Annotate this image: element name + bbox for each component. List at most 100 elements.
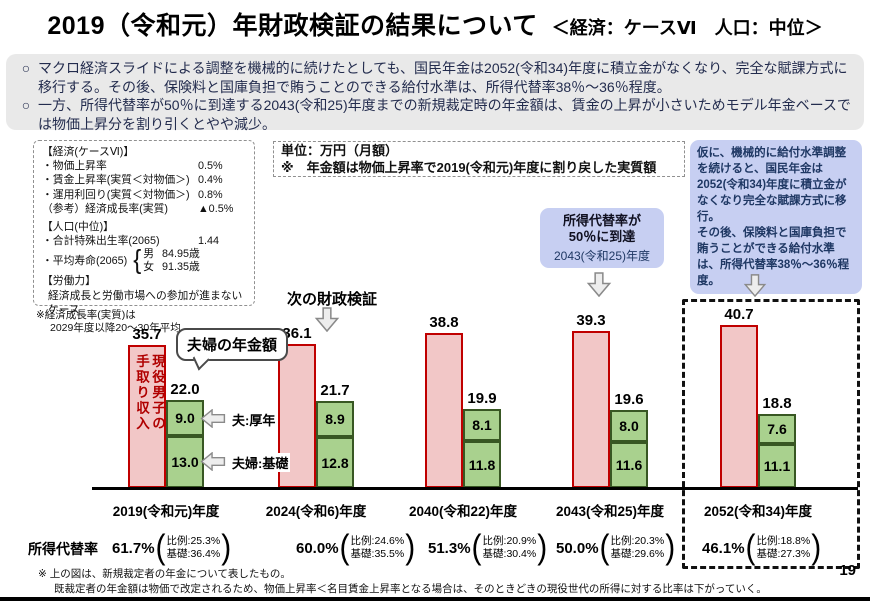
bottom-divider	[0, 597, 870, 601]
wage-text-line1: 現役男子の	[150, 354, 165, 432]
assumption-footnote-line2: 2029年度以降20～30年平均	[50, 322, 181, 334]
rate-detail-line: 比例:20.3%	[610, 534, 665, 547]
rate-details: 比例:20.9% 基礎:30.4%	[483, 535, 537, 562]
wage-bar	[128, 345, 166, 488]
male-value: 84.95歳	[162, 248, 200, 261]
female-label: 女	[143, 261, 155, 274]
kiso-value: 12.8	[321, 454, 349, 471]
unit-box: 単位：万円（月額） ※ 年金額は物価上昇率で2019(令和元)年度に割り戻した実…	[273, 141, 685, 177]
highlight-dashed-box	[682, 299, 860, 569]
param-value: 0.4%	[198, 174, 223, 187]
callout-year: 2043(令和25)年度	[553, 249, 651, 263]
replacement-rate-value: 60.0%	[296, 539, 339, 557]
pension-bar-kiso	[463, 441, 501, 488]
pop-header: 【人口(中位)】	[42, 221, 114, 234]
labor-header: 【労働力】	[42, 275, 96, 288]
pension-bar-kosei	[316, 401, 354, 437]
kosei-value: 8.1	[472, 417, 492, 433]
rate-details: 比例:20.3% 基礎:29.6%	[611, 535, 665, 562]
bullet-marker: ○	[21, 60, 31, 76]
callout-line2: 50％に到達	[568, 229, 636, 244]
paren-close-icon: )	[811, 528, 822, 567]
footer-note: ※ 上の図は、新規裁定者の年金について表したもの。 既裁定者の年金額は物価で改定…	[38, 567, 767, 597]
page-title: 2019（令和元）年財政検証の結果について	[47, 12, 538, 40]
param-row: ・物価上昇率 0.5%	[42, 159, 246, 173]
brace-icon: {	[133, 245, 142, 276]
pension-bar-kosei	[758, 414, 796, 444]
pension-total-value: 22.0	[170, 381, 200, 398]
kosei-value: 7.6	[767, 421, 787, 437]
female-value: 91.35歳	[162, 261, 200, 274]
replacement-rate-value: 46.1%	[702, 539, 745, 557]
paren-close-icon: )	[405, 528, 416, 567]
rate-details: 比例:18.8% 基礎:27.3%	[757, 535, 811, 562]
rate-group: 46.1%(比例:18.8% 基礎:27.3%)	[702, 528, 822, 567]
wage-bar-value: 39.3	[576, 312, 606, 329]
wage-bar-vertical-text: 現役男子の 手取り収入	[133, 354, 165, 482]
unit-line1: 単位：万円（月額）	[281, 143, 399, 158]
param-row: ・運用利回り(実質＜対物価＞) 0.8%	[42, 188, 246, 202]
pension-total-value: 19.6	[614, 391, 644, 408]
rate-group: 61.7%(比例:25.3% 基礎:36.4%)	[112, 528, 232, 567]
summary-bullet-1: ○ マクロ経済スライドによる調整を機械的に続けたとしても、国民年金は2052(令…	[14, 59, 854, 96]
paren-close-icon: )	[665, 528, 676, 567]
summary-bullet-2-text: 一方、所得代替率が50％に到達する2043(令和25)年度までの新規裁定時の年金…	[38, 97, 851, 132]
x-axis-label: 2024(令和6)年度	[265, 504, 367, 519]
wage-text-line2: 手取り収入	[134, 354, 149, 432]
paren-open-icon: (	[599, 528, 610, 567]
footer-note-line1: ※ 上の図は、新規裁定者の年金について表したもの。	[38, 568, 291, 580]
rate-detail-line: 基礎:30.4%	[482, 548, 537, 560]
wage-bar-value: 38.8	[429, 314, 459, 331]
param-label: ・運用利回り(実質＜対物価＞)	[42, 188, 190, 201]
x-axis-label: 2040(令和22)年度	[408, 504, 518, 519]
couple-pension-bubble: 夫婦の年金額	[176, 328, 289, 371]
paren-open-icon: (	[471, 528, 482, 567]
assumption-box: 【経済(ケースⅥ)】 ・物価上昇率 0.5% ・賃金上昇率(実質＜対物価＞) 0…	[33, 140, 255, 316]
next-verification-label: 次の財政検証	[287, 291, 378, 308]
down-arrow-icon	[586, 272, 612, 297]
wage-bar	[572, 331, 610, 488]
paren-close-icon: )	[221, 528, 232, 567]
assumption-footnote: ※経済成長率(実質)は 2029年度以降20～30年平均	[36, 309, 181, 335]
x-axis-label: 2043(令和25)年度	[555, 504, 665, 519]
summary-bullet-2: ○ 一方、所得代替率が50％に到達する2043(令和25)年度までの新規裁定時の…	[14, 96, 854, 133]
callout-line1: 所得代替率が	[562, 213, 641, 228]
kiso-annotation: 夫婦:基礎	[230, 453, 291, 472]
wage-bar	[425, 333, 463, 488]
param-row: （参考）経済成長率(実質) ▲0.5%	[42, 202, 246, 216]
title-case-label: ＜経済：ケースⅥ 人口：中位＞	[551, 18, 823, 38]
kosei-value: 9.0	[175, 410, 195, 426]
pension-bar-kiso	[316, 437, 354, 488]
projection-note-p1: 仮に、機械的に給付水準調整を続けると、国民年金は2052(令和34)年度に積立金…	[697, 147, 847, 223]
wage-bar-value: 36.1	[282, 325, 312, 342]
rate-detail-line: 基礎:36.4%	[166, 548, 221, 560]
x-axis-label: 2052(令和34)年度	[703, 504, 813, 519]
couple-pension-bubble-label: 夫婦の年金額	[187, 337, 278, 354]
param-value: 0.5%	[198, 160, 223, 173]
rate-detail-line: 比例:25.3%	[166, 534, 221, 547]
male-label: 男	[143, 248, 155, 261]
title-row: 2019（令和元）年財政検証の結果について ＜経済：ケースⅥ 人口：中位＞	[0, 6, 870, 42]
labor-note: 経済成長と労働市場への参加が進まないケース	[48, 289, 243, 316]
summary-bullet-1-text: マクロ経済スライドによる調整を機械的に続けたとしても、国民年金は2052(令和3…	[38, 60, 848, 95]
param-label: ・賃金上昇率(実質＜対物価＞)	[42, 174, 190, 187]
assumption-footnote-line1: ※経済成長率(実質)は	[36, 309, 136, 321]
econ-header: 【経済(ケースⅥ)】	[42, 146, 135, 158]
unit-line2: ※ 年金額は物価上昇率で2019(令和元)年度に割り戻した実質額	[281, 159, 657, 175]
rate-detail-line: 基礎:29.6%	[610, 548, 665, 560]
paren-open-icon: (	[339, 528, 350, 567]
kiso-value: 11.6	[615, 457, 643, 473]
param-label: （参考）経済成長率(実質)	[42, 202, 168, 215]
wage-bar	[720, 325, 758, 488]
paren-open-icon: (	[155, 528, 166, 567]
rate-details: 比例:24.6% 基礎:35.5%	[351, 535, 405, 562]
left-arrow-icon	[200, 452, 226, 471]
param-row: ・合計特殊出生率(2065) 1.44	[42, 234, 246, 248]
param-value: ▲0.5%	[198, 202, 234, 215]
projection-note-box: 仮に、機械的に給付水準調整を続けると、国民年金は2052(令和34)年度に積立金…	[690, 140, 862, 294]
projection-note-p2: その後、保険料と国庫負担で賄うことができる給付水準は、所得代替率38％～36％程…	[697, 227, 850, 287]
rate-details: 比例:25.3% 基礎:36.4%	[167, 535, 221, 562]
pension-total-value: 18.8	[762, 395, 792, 412]
